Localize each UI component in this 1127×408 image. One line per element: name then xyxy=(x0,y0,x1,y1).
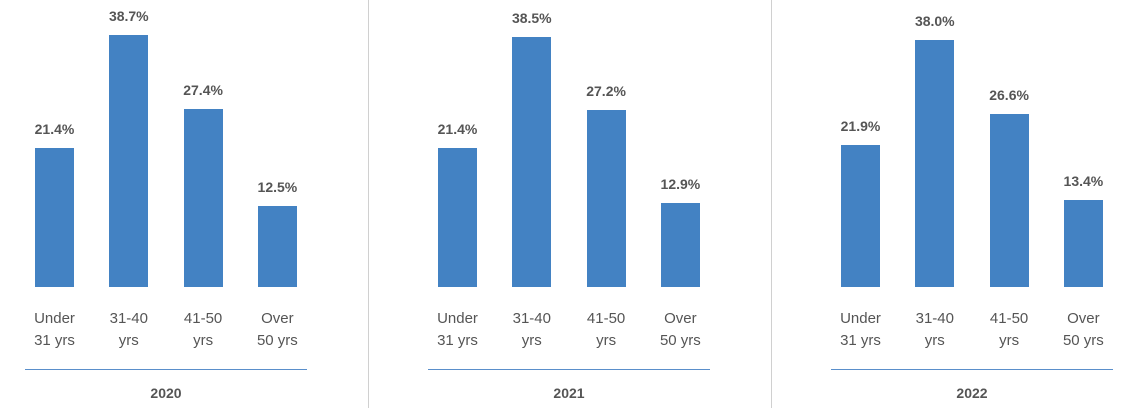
bar xyxy=(438,147,477,287)
chart-title: 2020 xyxy=(150,385,182,401)
value-label: 12.5% xyxy=(257,178,298,195)
value-label: 13.4% xyxy=(1063,172,1104,189)
separator xyxy=(771,0,772,408)
value-label: 21.4% xyxy=(34,120,75,137)
bar xyxy=(109,35,149,287)
category-label: 31-40 yrs xyxy=(512,310,551,349)
separator xyxy=(368,0,369,408)
bar xyxy=(183,108,223,287)
bar xyxy=(586,110,626,287)
value-label: 38.7% xyxy=(108,8,149,25)
axis-rule xyxy=(25,369,307,370)
bar xyxy=(841,144,880,287)
category-label: Over 50 yrs xyxy=(1062,310,1104,349)
bar xyxy=(660,203,700,287)
category-label: Over 50 yrs xyxy=(256,310,298,349)
category-label: Under 31 yrs xyxy=(840,310,881,349)
bar xyxy=(257,205,297,287)
category-label: 31-40 yrs xyxy=(109,310,148,349)
category-label: Under 31 yrs xyxy=(34,310,75,349)
bar xyxy=(989,114,1029,287)
value-label: 27.4% xyxy=(183,81,223,98)
value-label: 26.6% xyxy=(989,87,1029,104)
chart-title: 2021 xyxy=(553,385,585,401)
category-label: 41-50 yrs xyxy=(586,310,626,349)
category-label: 31-40 yrs xyxy=(915,310,954,349)
category-label: Over 50 yrs xyxy=(659,310,701,349)
value-label: 21.9% xyxy=(840,117,881,134)
axis-rule xyxy=(831,369,1113,370)
category-label: 41-50 yrs xyxy=(183,310,223,349)
value-label: 12.9% xyxy=(660,176,701,193)
bar xyxy=(35,147,74,287)
category-label: Under 31 yrs xyxy=(437,310,478,349)
value-label: 21.4% xyxy=(437,120,478,137)
value-label: 38.5% xyxy=(511,9,552,26)
category-label: 41-50 yrs xyxy=(989,310,1029,349)
axis-rule xyxy=(428,369,710,370)
bar xyxy=(1063,199,1103,287)
bar xyxy=(915,40,955,287)
value-label: 38.0% xyxy=(914,13,955,29)
chart-title: 2022 xyxy=(956,385,988,401)
value-label: 27.2% xyxy=(586,83,626,100)
bar xyxy=(512,36,552,287)
